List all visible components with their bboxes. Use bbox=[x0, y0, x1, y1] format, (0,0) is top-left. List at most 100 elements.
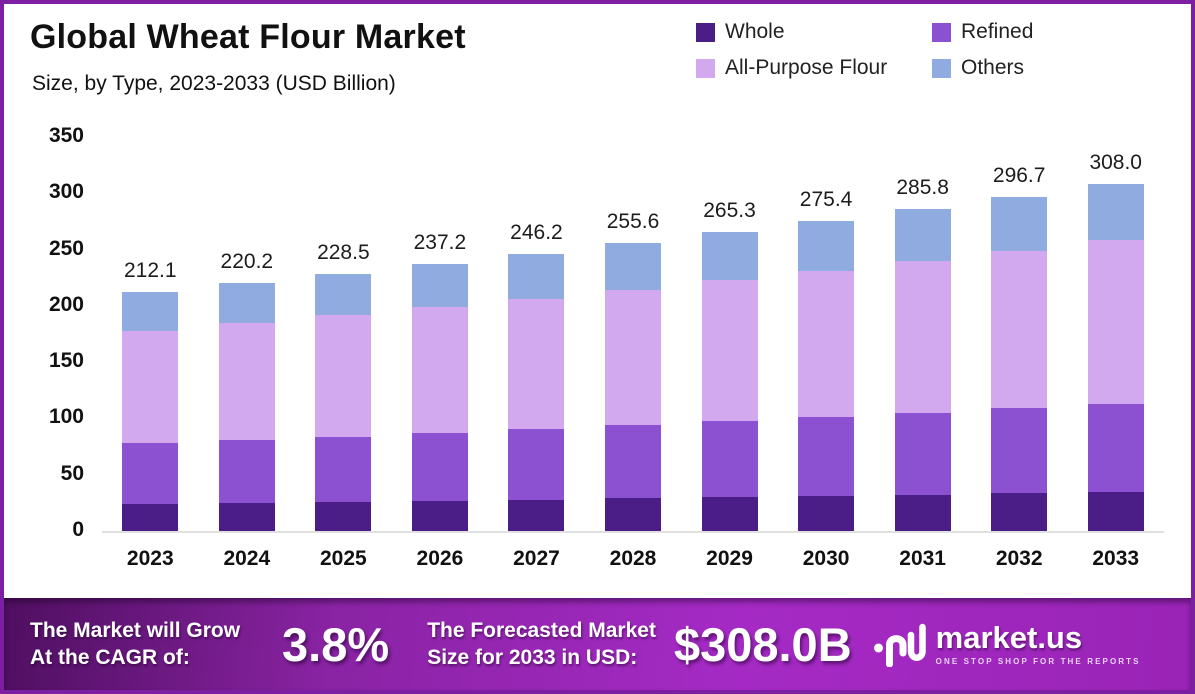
bar-segment-all-purpose-flour bbox=[605, 289, 661, 426]
market-us-logo-icon bbox=[873, 623, 926, 667]
bar-2028 bbox=[605, 243, 661, 531]
page-title: Global Wheat Flour Market bbox=[30, 18, 466, 56]
x-tick-label-2025: 2025 bbox=[320, 547, 367, 570]
bar-total-label: 285.8 bbox=[896, 176, 949, 200]
x-tick-label-2024: 2024 bbox=[223, 547, 271, 570]
bar-total-label: 255.6 bbox=[606, 210, 660, 234]
bar-segment-refined bbox=[411, 433, 468, 501]
bar-segment-whole bbox=[798, 496, 855, 531]
y-tick-label: 350 bbox=[48, 124, 84, 147]
bar-segment-all-purpose-flour bbox=[1087, 240, 1144, 404]
legend-item-all-purpose-flour: All-Purpose Flour bbox=[696, 56, 932, 80]
legend-label: Refined bbox=[961, 20, 1034, 43]
bar-segment-all-purpose-flour bbox=[991, 250, 1048, 409]
x-tick-label-2026: 2026 bbox=[416, 547, 464, 570]
bar-2025 bbox=[315, 273, 372, 531]
bar-segment-refined bbox=[315, 436, 372, 502]
cagr-label: The Market will Grow At the CAGR of: bbox=[30, 617, 240, 672]
plot-area bbox=[102, 137, 1164, 533]
bar-segment-whole bbox=[605, 498, 661, 531]
y-tick-label: 0 bbox=[72, 518, 84, 541]
bar-segment-others bbox=[605, 243, 661, 290]
bar-segment-whole bbox=[991, 493, 1048, 531]
x-tick-label-2023: 2023 bbox=[126, 547, 174, 570]
bar-segment-whole bbox=[315, 501, 372, 531]
bar-segment-others bbox=[411, 264, 468, 307]
bar-segment-whole bbox=[218, 502, 275, 531]
bar-segment-refined bbox=[701, 421, 758, 498]
legend-item-others: Others bbox=[932, 56, 1033, 80]
bar-segment-others bbox=[798, 221, 855, 271]
bar-segment-refined bbox=[508, 429, 565, 500]
bar-segment-all-purpose-flour bbox=[315, 315, 372, 437]
bar-segment-whole bbox=[411, 500, 468, 531]
y-tick-label: 150 bbox=[48, 349, 84, 373]
legend-label: Whole bbox=[725, 20, 785, 43]
bar-segment-others bbox=[315, 273, 372, 316]
bar-segment-others bbox=[218, 283, 275, 324]
bar-segment-others bbox=[894, 209, 951, 262]
bar-segment-refined bbox=[218, 440, 275, 503]
legend-swatch-icon bbox=[696, 58, 715, 78]
bar-segment-all-purpose-flour bbox=[508, 298, 565, 430]
legend-label: All-Purpose Flour bbox=[725, 56, 888, 79]
bar-segment-all-purpose-flour bbox=[798, 271, 855, 418]
bar-segment-whole bbox=[894, 494, 951, 531]
bar-total-label: 265.3 bbox=[703, 199, 756, 223]
bar-total-label: 308.0 bbox=[1089, 151, 1142, 175]
x-tick-label-2030: 2030 bbox=[802, 547, 850, 570]
forecast-value: $308.0B bbox=[673, 617, 852, 671]
bar-segment-all-purpose-flour bbox=[218, 323, 275, 441]
y-tick-label: 200 bbox=[48, 292, 84, 316]
x-tick-label-2031: 2031 bbox=[899, 547, 946, 570]
bar-segment-all-purpose-flour bbox=[894, 261, 951, 413]
x-tick-label-2029: 2029 bbox=[706, 547, 753, 570]
bar-total-label: 237.2 bbox=[413, 230, 467, 254]
y-tick-label: 250 bbox=[48, 236, 84, 260]
bar-total-label: 220.2 bbox=[220, 250, 274, 274]
bar-segment-whole bbox=[508, 499, 565, 531]
bar-2031 bbox=[894, 209, 951, 531]
bar-segment-refined bbox=[1087, 403, 1144, 492]
cagr-label-line2: At the CAGR of: bbox=[30, 646, 190, 669]
logo-name: market.us bbox=[935, 620, 1083, 655]
bar-segment-whole bbox=[1087, 491, 1144, 531]
bar-2030 bbox=[798, 221, 855, 531]
bar-segment-all-purpose-flour bbox=[411, 307, 468, 434]
cagr-value: 3.8% bbox=[282, 617, 390, 671]
bar-total-label: 212.1 bbox=[123, 259, 177, 283]
bar-2024 bbox=[218, 283, 275, 531]
legend-item-whole: Whole bbox=[696, 20, 932, 44]
footer-banner: The Market will Grow At the CAGR of: 3.8… bbox=[4, 598, 1191, 690]
bar-total-label: 246.2 bbox=[510, 220, 563, 244]
bar-segment-refined bbox=[798, 417, 855, 496]
bar-segment-others bbox=[701, 232, 758, 281]
legend-item-refined: Refined bbox=[932, 20, 1033, 44]
bar-total-label: 296.7 bbox=[992, 164, 1046, 187]
legend-label: Others bbox=[961, 56, 1025, 79]
x-tick-label-2033: 2033 bbox=[1092, 547, 1140, 570]
bar-segment-refined bbox=[605, 425, 661, 499]
bar-segment-whole bbox=[701, 497, 758, 531]
bar-segment-refined bbox=[894, 412, 951, 495]
bar-2026 bbox=[411, 264, 468, 531]
legend-swatch-icon bbox=[932, 22, 951, 42]
page-subtitle: Size, by Type, 2023-2033 (USD Billion) bbox=[32, 72, 396, 95]
bar-segment-others bbox=[991, 197, 1048, 251]
bar-2029 bbox=[701, 232, 758, 531]
x-tick-label-2028: 2028 bbox=[609, 547, 657, 570]
cagr-label-line1: The Market will Grow bbox=[30, 618, 241, 642]
x-tick-label-2032: 2032 bbox=[995, 547, 1043, 570]
market-us-logo: market.us ONE STOP SHOP FOR THE REPORTS bbox=[873, 620, 1141, 667]
x-tick-label-2027: 2027 bbox=[513, 547, 560, 570]
bar-2023 bbox=[122, 292, 179, 531]
bar-segment-all-purpose-flour bbox=[701, 280, 758, 422]
y-tick-label: 300 bbox=[48, 180, 84, 204]
forecast-label: The Forecasted Market Size for 2033 in U… bbox=[427, 617, 656, 672]
bar-total-label: 228.5 bbox=[317, 240, 370, 264]
bar-2027 bbox=[508, 253, 565, 531]
logo-tagline: ONE STOP SHOP FOR THE REPORTS bbox=[935, 657, 1141, 666]
bar-segment-others bbox=[508, 253, 565, 299]
bar-segment-others bbox=[1087, 184, 1144, 241]
